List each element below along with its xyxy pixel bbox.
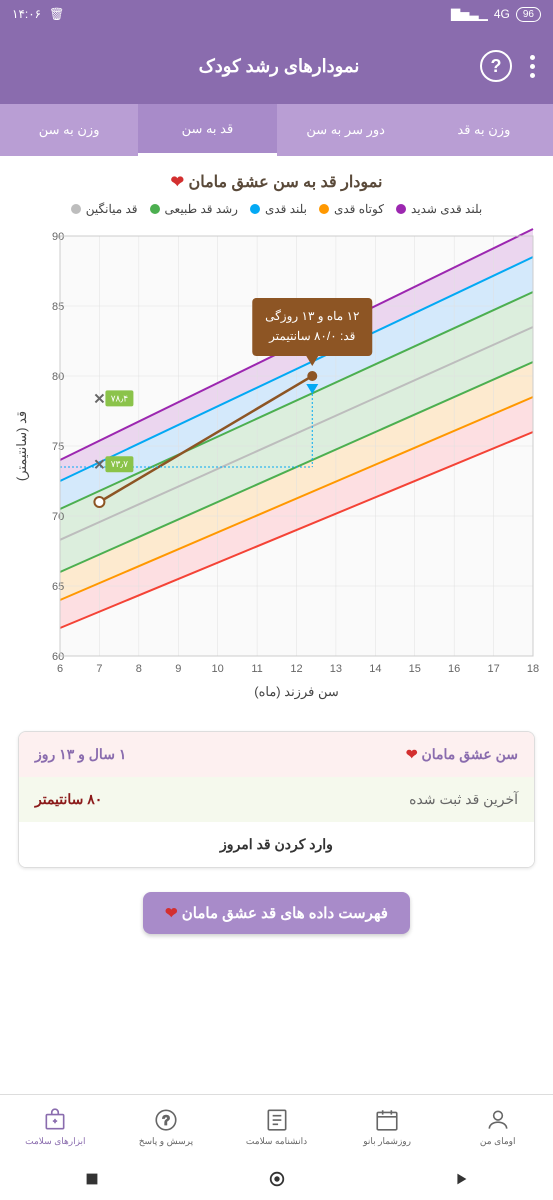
tab-height-age[interactable]: قد به سن <box>138 104 276 156</box>
svg-text:14: 14 <box>369 663 381 675</box>
svg-text:12: 12 <box>290 663 302 675</box>
svg-text:16: 16 <box>448 663 460 675</box>
svg-text:سن فرزند (ماه): سن فرزند (ماه) <box>254 684 339 700</box>
help-icon[interactable]: ? <box>480 50 512 82</box>
svg-text:90: 90 <box>52 231 64 243</box>
svg-text:18: 18 <box>527 663 539 675</box>
menu-icon[interactable] <box>530 55 535 78</box>
recent-button[interactable] <box>83 1170 101 1188</box>
svg-text:11: 11 <box>251 663 262 675</box>
svg-text:قد (سانتیمتر): قد (سانتیمتر) <box>14 411 30 481</box>
nav-encyclopedia[interactable]: دانشنامه سلامت <box>221 1095 332 1158</box>
legend-item: بلند قدی شدید <box>396 202 482 216</box>
svg-text:9: 9 <box>175 663 181 675</box>
svg-text:7: 7 <box>96 663 102 675</box>
svg-text:85: 85 <box>52 301 64 313</box>
nav-tools[interactable]: ابزارهای سلامت <box>0 1095 111 1158</box>
svg-text:10: 10 <box>212 663 224 675</box>
svg-text:60: 60 <box>52 651 64 663</box>
svg-text:75: 75 <box>52 441 64 453</box>
svg-text:8: 8 <box>136 663 142 675</box>
tab-head-age[interactable]: دور سر به سن <box>277 104 415 156</box>
svg-text:۱۲ ماه و ۱۳ روزگی: ۱۲ ماه و ۱۳ روزگی <box>265 309 359 323</box>
nav-profile[interactable]: اومای من <box>442 1095 553 1158</box>
app-header: ? نمودارهای رشد کودک <box>0 28 553 104</box>
svg-text:۷۳٫۷: ۷۳٫۷ <box>111 459 129 469</box>
page-title: نمودارهای رشد کودک <box>78 56 480 77</box>
tab-weight-age[interactable]: وزن به سن <box>0 104 138 156</box>
trash-icon: 🗑 <box>49 7 64 21</box>
svg-text:70: 70 <box>52 511 64 523</box>
svg-text:6: 6 <box>57 663 63 675</box>
svg-text:65: 65 <box>52 581 64 593</box>
legend-item: قد میانگین <box>71 202 138 216</box>
svg-text:15: 15 <box>409 663 421 675</box>
signal-icon: ▁▃▅▇ <box>451 7 488 21</box>
svg-text:13: 13 <box>330 663 342 675</box>
svg-text:80: 80 <box>52 371 64 383</box>
battery-indicator: 96 <box>516 7 541 22</box>
home-button[interactable] <box>268 1170 286 1188</box>
svg-text:قد: ۸۰/۰ سانتیمتر: قد: ۸۰/۰ سانتیمتر <box>268 329 355 343</box>
data-list-button[interactable]: فهرست داده های قد عشق مامان ❤ <box>143 892 410 934</box>
back-button[interactable] <box>452 1170 470 1188</box>
nav-qa[interactable]: ? پرسش و پاسخ <box>111 1095 222 1158</box>
svg-text:۷۸٫۴: ۷۸٫۴ <box>111 393 129 403</box>
bottom-navigation: اومای من روزشمار بانو دانشنامه سلامت ? پ… <box>0 1094 553 1158</box>
chart-legend: بلند قدی شدید کوتاه قدی بلند قدی رشد قد … <box>0 202 553 226</box>
chart-tabs: وزن به قد دور سر به سن قد به سن وزن به س… <box>0 104 553 156</box>
svg-text:17: 17 <box>487 663 499 675</box>
svg-text:?: ? <box>162 1112 169 1127</box>
status-bar: 96 4G ▁▃▅▇ 🗑 ۱۴:۰۶ <box>0 0 553 28</box>
chart-title: نمودار قد به سن عشق مامان ❤ <box>0 156 553 202</box>
system-navigation <box>0 1158 553 1200</box>
info-age-row: سن عشق مامان ❤ ۱ سال و ۱۳ روز <box>19 732 534 777</box>
legend-item: کوتاه قدی <box>319 202 384 216</box>
heart-icon: ❤ <box>171 174 184 191</box>
info-height-row: آخرین قد ثبت شده ۸۰ سانتیمتر <box>19 777 534 822</box>
tab-weight-height[interactable]: وزن به قد <box>415 104 553 156</box>
nav-calendar[interactable]: روزشمار بانو <box>332 1095 443 1158</box>
enter-height-button[interactable]: وارد کردن قد امروز <box>19 822 534 867</box>
info-card: سن عشق مامان ❤ ۱ سال و ۱۳ روز آخرین قد ث… <box>18 731 535 868</box>
clock-time: ۱۴:۰۶ <box>12 7 41 21</box>
growth-chart[interactable]: 6 7 8 9 10 11 12 13 14 15 16 17 18 60 65 70 75 80 85 90 ۷۳٫۷… <box>0 226 553 711</box>
legend-item: رشد قد طبیعی <box>150 202 238 216</box>
network-indicator: 4G <box>494 7 510 21</box>
legend-item: بلند قدی <box>250 202 307 216</box>
